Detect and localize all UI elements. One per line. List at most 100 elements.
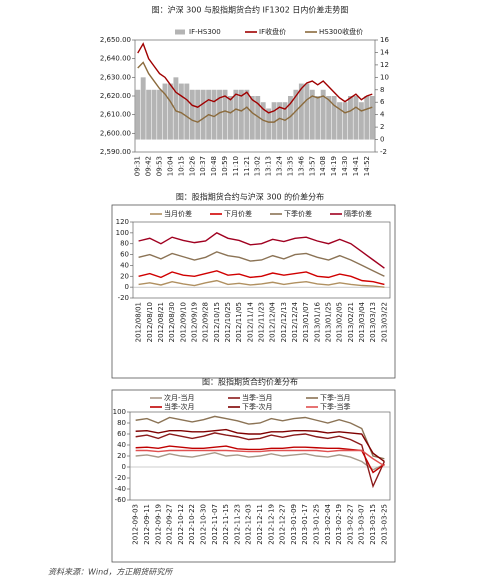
chart-title: 图：沪深 300 与股指期货合约 IF1302 日内价差走势图 [152,5,349,15]
bar [266,108,272,140]
y-tick-label: 40 [117,441,126,449]
y-tick-label: 80 [120,240,129,248]
legend-label: 当月价差 [164,209,192,218]
bar [228,96,233,140]
y-tick-label: 120 [116,218,129,226]
x-tick-label: 2012-12-03 [245,504,253,545]
x-tick-label: 2012-09-19 [154,504,162,545]
y-tick-label: 2,630.00 [100,73,131,81]
x-tick-label: 13:46 [297,155,305,176]
bar [277,102,282,140]
legend-label: HS300收盘价 [319,27,363,36]
series-line [135,428,385,463]
legend-label: 下季-次月 [242,402,273,411]
bar [320,89,326,140]
x-tick-label: 2012/08/10 [146,302,154,342]
x-tick-label: 2012/10/25 [224,302,232,342]
x-tick-label: 2012-11-07 [211,504,219,545]
y-tick-label: 2,600.00 [100,129,131,137]
x-tick-label: 2013/01/25 [325,302,333,342]
x-tick-label: 2013-02-27 [346,504,354,545]
legend-label: 当季-当月 [242,393,273,402]
bar [309,89,315,140]
legend-label: 隔季价差 [344,209,372,218]
y-tick-label: -60 [115,496,126,504]
x-tick-label: 14:41 [352,156,360,176]
series-line [135,449,385,467]
plot-frame [132,221,391,299]
x-tick-label: 13:35 [286,156,294,176]
bar [140,77,146,140]
x-tick-label: 2013-01-17 [301,504,309,545]
y-tick-label: 2,590.00 [100,148,131,156]
chart-title: 图：股指期货合约与沪深 300 的价差分布 [176,192,324,202]
x-tick-label: 2012/11/05 [235,302,243,342]
legend-label: IF-HS300 [189,28,221,36]
series-line [137,61,373,123]
legend-label: 下季价差 [284,209,312,218]
y2-tick-label: 14 [380,48,389,56]
x-tick-label: 09:53 [156,156,164,176]
series-line [138,251,385,277]
x-tick-label: 2013-02-19 [335,504,343,545]
x-tick-label: 10:26 [188,155,196,176]
bar [315,96,321,140]
x-tick-label: 2012-10-12 [177,504,185,545]
bar [189,89,195,140]
series-line [138,232,385,269]
y-tick-label: 80 [117,419,126,427]
bar [353,96,359,140]
y-tick-label: 100 [113,408,126,416]
bar [238,89,244,140]
bar [178,83,184,140]
x-tick-label: 2012/09/28 [202,302,210,342]
x-tick-label: 2012/12/13 [280,302,288,342]
y2-tick-label: 6 [380,98,385,106]
source-note: 资料来源：Wind，方正期货研究所 [48,568,174,577]
series-line [135,415,385,460]
bar [146,89,152,140]
y2-tick-label: 12 [380,61,389,69]
legend-swatch [175,29,185,35]
y2-tick-label: 8 [380,86,384,94]
bar [369,96,375,140]
x-tick-label: 2013-03-25 [380,504,388,545]
y-tick-label: 20 [120,272,129,280]
bar [162,83,168,140]
x-tick-label: 2012/08/30 [168,302,176,342]
x-tick-label: 2013/02/21 [347,302,355,342]
x-tick-label: 10:59 [221,156,229,176]
x-tick-label: 2012-10-22 [188,504,196,545]
bar [348,96,353,140]
bar [168,83,173,140]
bar [342,102,348,140]
bar [298,83,304,140]
x-tick-label: 2013-03-07 [358,504,366,545]
y2-tick-label: 4 [380,111,385,119]
y-tick-label: 60 [120,251,129,259]
x-tick-label: 11:21 [243,156,251,176]
x-tick-label: 09:42 [145,156,153,176]
y-tick-label: 0 [125,283,129,291]
legend-label: 次月-当月 [164,393,195,402]
x-tick-label: 2013/03/13 [369,302,377,342]
x-tick-label: 2012-09-11 [143,504,151,545]
y-tick-label: 40 [120,261,129,269]
x-tick-label: 2012/12/04 [269,301,277,342]
y-tick-label: 2,640.00 [100,55,131,63]
x-tick-label: 14:19 [330,156,338,176]
y2-tick-label: 0 [380,136,384,144]
y2-tick-label: 16 [380,36,389,44]
bar [364,96,370,140]
bar [358,102,364,140]
y-tick-label: 2,610.00 [100,111,131,119]
bar [200,89,206,140]
x-tick-label: 14:30 [341,156,349,176]
y-tick-label: 0 [122,463,126,471]
bar [173,77,179,140]
x-tick-label: 10:04 [166,155,174,176]
x-tick-label: 2012-10-30 [199,504,207,545]
y-tick-label: 20 [117,452,126,460]
x-tick-label: 13:02 [254,156,262,176]
